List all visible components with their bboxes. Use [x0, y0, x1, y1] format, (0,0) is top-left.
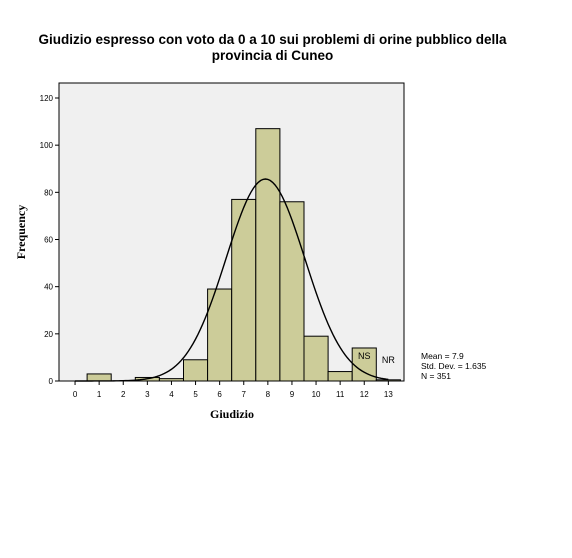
stats-mean: Mean = 7.9 [421, 351, 464, 361]
histogram-bar-1 [86, 373, 112, 382]
x-tick-label-3: 3 [145, 390, 150, 399]
y-tick-label-100: 100 [40, 141, 54, 150]
x-tick-label-10: 10 [312, 390, 321, 399]
stats-box: Mean = 7.9 Std. Dev. = 1.635 N = 351 [421, 351, 486, 381]
histogram-bar-4 [158, 378, 184, 382]
histogram-bar-5 [183, 359, 209, 382]
histogram-bar-11 [327, 371, 353, 382]
x-tick-label-8: 8 [266, 390, 271, 399]
stats-std: Std. Dev. = 1.635 [421, 361, 487, 371]
x-tick-label-13: 13 [384, 390, 393, 399]
y-tick-label-80: 80 [44, 188, 53, 197]
chart-title-line1: Giudizio espresso con voto da 0 a 10 sui… [38, 32, 507, 47]
x-tick-label-2: 2 [121, 390, 126, 399]
x-tick-label-4: 4 [169, 390, 174, 399]
histogram-bar-8 [255, 128, 281, 382]
bar-label-ns: NS [358, 351, 371, 361]
bar-label-nr: NR [382, 355, 395, 365]
histogram-bar-13 [375, 379, 401, 382]
y-axis-label: Frequency [14, 205, 28, 259]
x-tick-label-11: 11 [336, 390, 345, 399]
y-tick-label-120: 120 [40, 94, 54, 103]
histogram-bar-10 [303, 335, 329, 382]
x-tick-label-6: 6 [217, 390, 222, 399]
x-tick-label-1: 1 [97, 390, 102, 399]
y-tick-label-0: 0 [49, 377, 54, 386]
x-tick-label-7: 7 [242, 390, 247, 399]
x-tick-label-9: 9 [290, 390, 295, 399]
histogram-bar-7 [231, 198, 257, 382]
x-tick-label-12: 12 [360, 390, 369, 399]
y-tick-label-60: 60 [44, 236, 53, 245]
x-axis-label: Giudizio [210, 407, 254, 421]
chart-title-line2: provincia di Cuneo [211, 48, 334, 63]
y-tick-label-20: 20 [44, 330, 53, 339]
histogram-bar-9 [279, 201, 305, 382]
x-tick-label-5: 5 [193, 390, 198, 399]
x-tick-label-0: 0 [73, 390, 78, 399]
y-tick-label-40: 40 [44, 283, 53, 292]
normal-curve [75, 178, 389, 382]
stats-n: N = 351 [421, 371, 452, 381]
